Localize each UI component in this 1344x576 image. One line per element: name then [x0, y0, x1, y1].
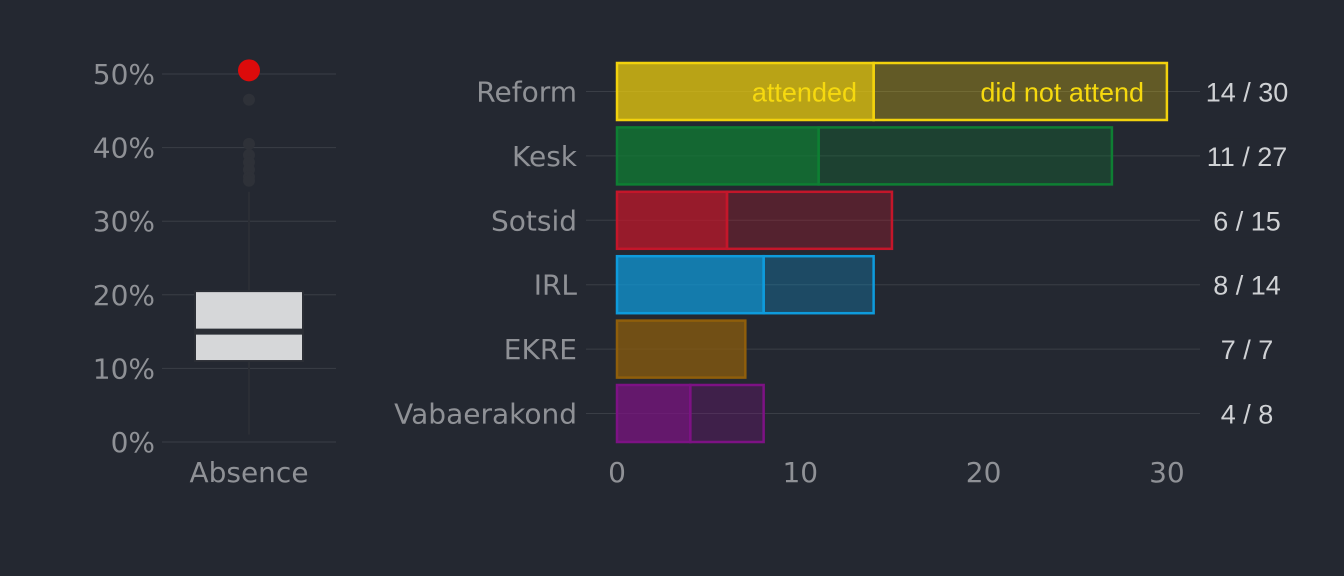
bar-segment-attended — [615, 319, 747, 379]
bar-segment-attended — [615, 254, 765, 315]
box-outlier-point — [243, 93, 255, 106]
bar-value-label: 7 / 7 — [1221, 335, 1274, 365]
bar-value-label: 11 / 27 — [1207, 142, 1288, 172]
box-ytick-label: 50% — [93, 58, 155, 91]
bar-xtick-label: 30 — [1149, 456, 1185, 489]
bar-value-label: 6 / 15 — [1213, 206, 1281, 236]
bar-segment-did-not-attend — [817, 126, 1114, 186]
bar-segment-did-not-attend — [689, 383, 765, 444]
bar-category-label: Sotsid — [491, 204, 577, 237]
bar-segment-attended — [615, 190, 729, 251]
value-label-background — [1200, 74, 1294, 109]
box-outlier-point — [243, 137, 255, 150]
box-ytick-label: 40% — [93, 132, 155, 165]
bar-category-label: EKRE — [504, 333, 577, 366]
box-ytick-label: 10% — [93, 352, 155, 385]
bar-value-label: 8 / 14 — [1213, 271, 1281, 301]
bar-value-label: 4 / 8 — [1221, 400, 1274, 430]
bar-category-label: IRL — [534, 269, 578, 302]
value-label-background — [1200, 396, 1294, 431]
bar-xtick-label: 0 — [608, 456, 626, 489]
bar-category-label: Vabaerakond — [394, 398, 577, 431]
bar-segment-did-not-attend — [872, 61, 1169, 122]
bar-value-label: 14 / 30 — [1206, 78, 1289, 108]
value-label-background — [1200, 138, 1294, 173]
value-label-background — [1200, 332, 1294, 367]
value-label-background — [1200, 203, 1294, 238]
box-ytick-label: 20% — [93, 279, 155, 312]
legend-attended: attended — [752, 78, 857, 108]
bar-xtick-label: 10 — [782, 456, 818, 489]
bar-segment-did-not-attend — [762, 254, 875, 315]
bar-segment-did-not-attend — [725, 190, 894, 251]
bar-segment-attended — [615, 383, 692, 444]
legend-did-not-attend: did not attend — [980, 78, 1144, 108]
bar-category-label: Kesk — [512, 140, 578, 173]
box-ytick-label: 0% — [111, 426, 155, 459]
bar-xtick-label: 20 — [966, 456, 1002, 489]
box-ytick-label: 30% — [93, 205, 155, 238]
bar-segment-attended — [615, 61, 875, 122]
bar-category-label: Reform — [476, 76, 577, 109]
box-highlighted-point — [238, 59, 260, 82]
bar-segment-attended — [615, 126, 820, 186]
box-xlabel: Absence — [189, 456, 308, 489]
value-label-background — [1200, 267, 1294, 302]
box-outlier-point — [243, 174, 255, 187]
box-iqr — [194, 290, 304, 363]
